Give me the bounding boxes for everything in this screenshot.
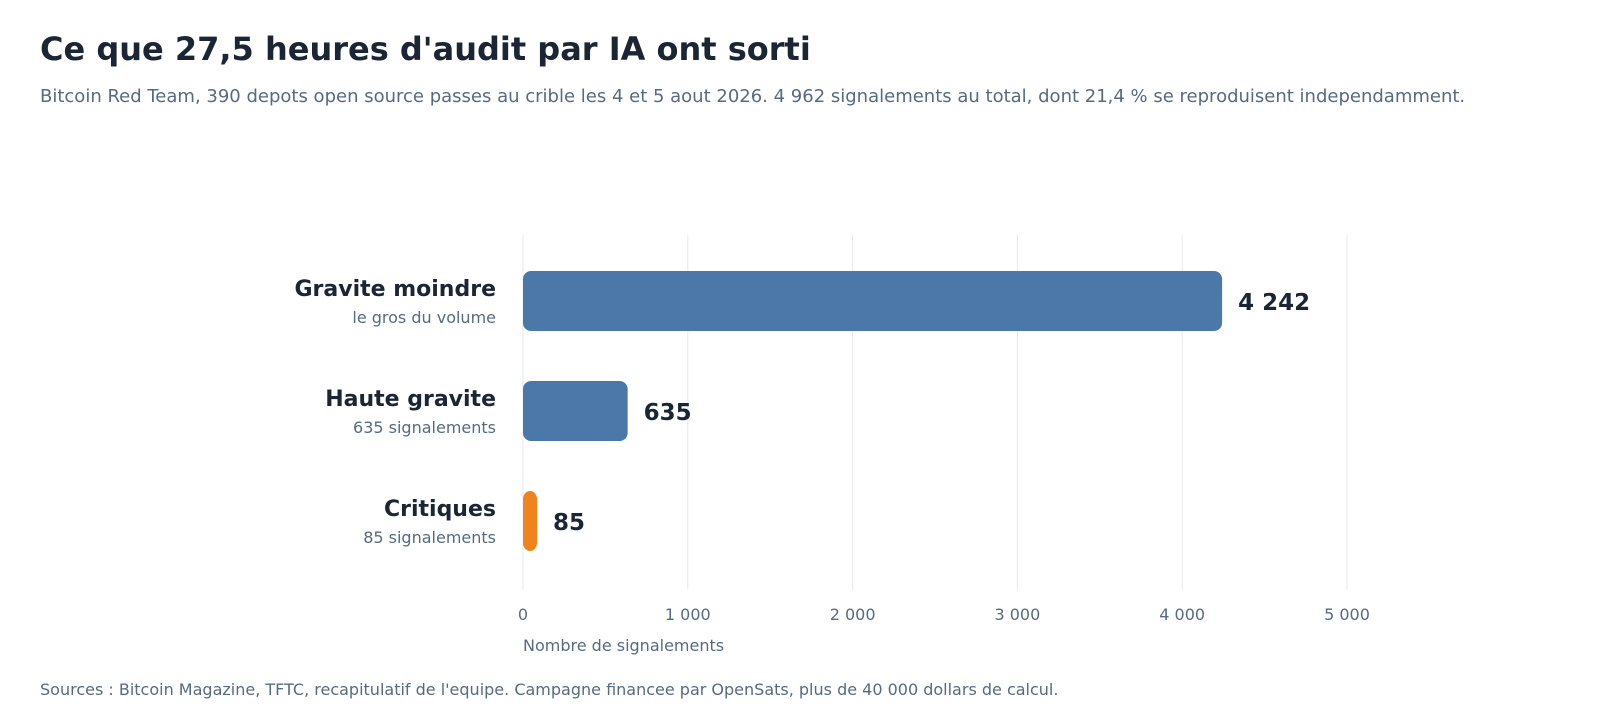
x-tick-label: 2 000 [830,605,876,624]
x-tick-label: 0 [518,605,528,624]
x-axis-ticks: 0 1 000 2 000 3 000 4 000 5 000 [518,605,1370,624]
category-label: Haute gravite [325,387,496,412]
bar-value-label: 4 242 [1238,290,1310,316]
bar [523,271,1223,331]
chart-title: Ce que 27,5 heures d'audit par IA ont so… [40,30,811,68]
bar [523,491,538,551]
source-note: Sources : Bitcoin Magazine, TFTC, recapi… [40,680,1059,699]
category-label: Gravite moindre [295,277,497,302]
x-tick-label: 3 000 [994,605,1040,624]
category-label: Critiques [384,497,496,522]
x-tick-label: 5 000 [1324,605,1370,624]
x-axis-label: Nombre de signalements [523,636,724,655]
chart-subtitle: Bitcoin Red Team, 390 depots open source… [40,86,1466,107]
category-sublabel: 85 signalements [363,528,496,547]
bar-value-label: 635 [644,400,692,426]
x-tick-label: 1 000 [665,605,711,624]
bar [523,381,628,441]
category-sublabel: 635 signalements [353,418,496,437]
bars: 4 242 Gravite moindre le gros du volume 635… [295,271,1310,551]
x-tick-label: 4 000 [1159,605,1205,624]
bar-value-label: 85 [553,510,585,536]
category-sublabel: le gros du volume [352,308,496,327]
